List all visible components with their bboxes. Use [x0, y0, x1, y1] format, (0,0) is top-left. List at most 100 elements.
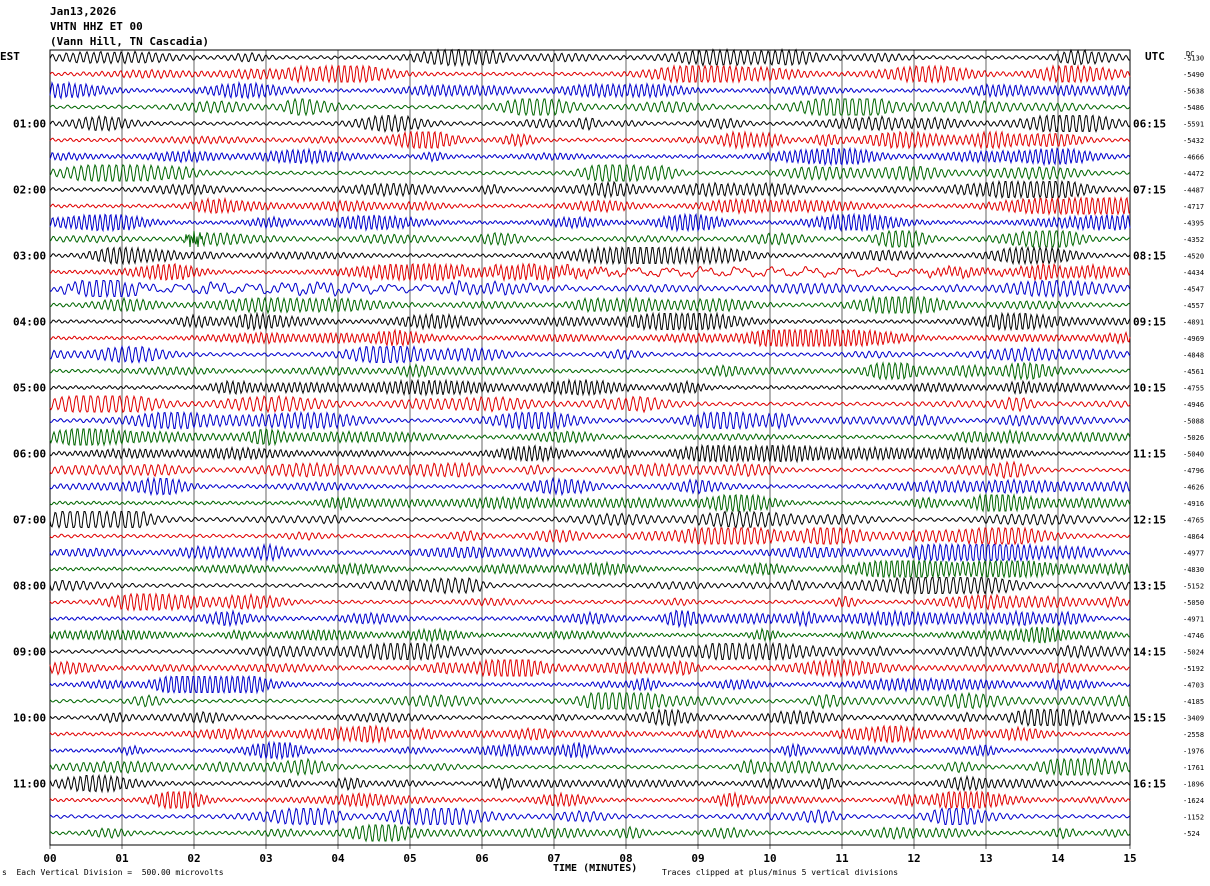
seismic-trace [49, 740, 1131, 761]
seismic-trace [49, 311, 1131, 332]
dc-offset-label: -4864 [1183, 533, 1204, 541]
seismic-trace [49, 460, 1131, 480]
seismic-trace [49, 757, 1131, 777]
right-hour-label: 07:15 [1133, 184, 1166, 197]
dc-offset-label: -4848 [1183, 352, 1204, 360]
x-tick-label: 07 [547, 852, 560, 865]
footer-scale-note: s Each Vertical Division = 500.00 microv… [2, 868, 224, 878]
dc-offset-label: -5432 [1183, 137, 1204, 145]
seismic-trace [49, 146, 1131, 167]
right-hour-label: 11:15 [1133, 448, 1166, 461]
dc-offset-label: -4520 [1183, 253, 1204, 261]
seismic-trace [49, 328, 1131, 348]
dc-offset-label: -4717 [1183, 203, 1204, 211]
x-tick-label: 08 [619, 852, 632, 865]
seismic-trace [49, 476, 1131, 497]
seismic-traces [49, 47, 1131, 843]
dc-offset-label: -1896 [1183, 781, 1204, 789]
left-hour-label: 08:00 [13, 580, 46, 593]
seismic-trace [49, 410, 1131, 431]
seismic-trace [49, 559, 1131, 579]
dc-offset-label: -4434 [1183, 269, 1204, 277]
dc-offset-label: -4395 [1183, 220, 1204, 228]
x-tick-label: 06 [475, 852, 489, 865]
x-tick-label: 04 [331, 852, 345, 865]
dc-offset-label: -5486 [1183, 104, 1204, 112]
footer-clip-note: Traces clipped at plus/minus 5 vertical … [662, 868, 899, 877]
dc-offset-label: -524 [1183, 830, 1200, 838]
seismic-trace [49, 130, 1131, 150]
seismic-trace [49, 163, 1131, 183]
right-hour-label: 09:15 [1133, 316, 1166, 329]
seismic-trace [49, 807, 1131, 826]
seismic-trace [49, 707, 1131, 728]
left-hour-label: 04:00 [13, 316, 46, 329]
axis-labels: 00 01 02 03 04 05 06 07 08 09 10 11 12 13 14 15 -5130 -54… [13, 55, 1204, 866]
dc-offset-label: -4891 [1183, 319, 1204, 327]
dc-offset-label: -4796 [1183, 467, 1204, 475]
dc-offset-label: -4946 [1183, 401, 1204, 409]
dc-offset-label: -4971 [1183, 616, 1204, 624]
right-hour-label: 13:15 [1133, 580, 1166, 593]
seismic-trace [49, 592, 1131, 612]
seismic-trace [49, 510, 1131, 529]
header-location: (Vann Hill, TN Cascadia) [50, 35, 209, 48]
dc-offset-label: -4746 [1183, 632, 1204, 640]
dc-offset-label: -4755 [1183, 385, 1204, 393]
seismic-trace [49, 47, 1131, 68]
dc-offset-label: -4666 [1183, 154, 1204, 162]
dc-offset-label: -4916 [1183, 500, 1204, 508]
header-station: VHTN HHZ ET 00 [50, 20, 143, 33]
seismic-trace [49, 675, 1131, 695]
seismic-trace [49, 493, 1131, 513]
right-hour-label: 06:15 [1133, 118, 1166, 131]
dc-offset-label: -4185 [1183, 698, 1204, 706]
dc-offset-label: -5192 [1183, 665, 1204, 673]
seismic-trace [49, 658, 1131, 678]
dc-offset-label: -1152 [1183, 814, 1204, 822]
footer-scale-text: Each Vertical Division = 500.00 microvol… [16, 868, 224, 877]
x-tick-label: 13 [979, 852, 992, 865]
right-timezone-label: UTC [1145, 50, 1165, 63]
seismic-trace [49, 113, 1131, 133]
dc-offset-label: -4487 [1183, 187, 1204, 195]
seismic-trace [49, 526, 1131, 546]
x-tick-label: 00 [43, 852, 56, 865]
seismic-trace [49, 295, 1131, 315]
dc-offset-label: -1761 [1183, 764, 1204, 772]
left-timezone-label: EST [0, 50, 20, 63]
dc-offset-label: -5024 [1183, 649, 1204, 657]
left-hour-label: 11:00 [13, 778, 46, 791]
dc-column-label: DC [1186, 50, 1195, 58]
seismic-trace [49, 245, 1131, 266]
x-axis-title: TIME (MINUTES) [553, 863, 638, 874]
x-tick-label: 01 [115, 852, 129, 865]
left-hour-label: 05:00 [13, 382, 46, 395]
dc-offset-label: -4969 [1183, 335, 1204, 343]
x-tick-label: 15 [1123, 852, 1136, 865]
left-hour-label: 06:00 [13, 448, 46, 461]
dc-offset-label: -1976 [1183, 748, 1204, 756]
seismic-trace [49, 97, 1131, 117]
seismic-trace [49, 724, 1131, 744]
dc-offset-label: -3409 [1183, 715, 1204, 723]
seismic-trace [49, 823, 1131, 843]
dc-offset-label: -4547 [1183, 286, 1204, 294]
seismic-trace [49, 691, 1131, 710]
seismic-trace [49, 576, 1131, 595]
dc-offset-label: -5050 [1183, 599, 1204, 607]
x-tick-label: 02 [187, 852, 200, 865]
dc-offset-label: -5152 [1183, 583, 1204, 591]
seismic-trace [49, 790, 1131, 810]
seismic-trace [49, 262, 1131, 282]
dc-offset-label: -4557 [1183, 302, 1204, 310]
dc-offset-label: -5040 [1183, 451, 1204, 459]
header-date: Jan13,2026 [50, 5, 117, 18]
dc-offset-label: -5638 [1183, 88, 1204, 96]
seismic-trace [49, 64, 1131, 84]
dc-offset-label: -2558 [1183, 731, 1204, 739]
dc-offset-label: -5026 [1183, 434, 1204, 442]
seismic-trace [49, 196, 1131, 216]
right-hour-label: 12:15 [1133, 514, 1166, 527]
